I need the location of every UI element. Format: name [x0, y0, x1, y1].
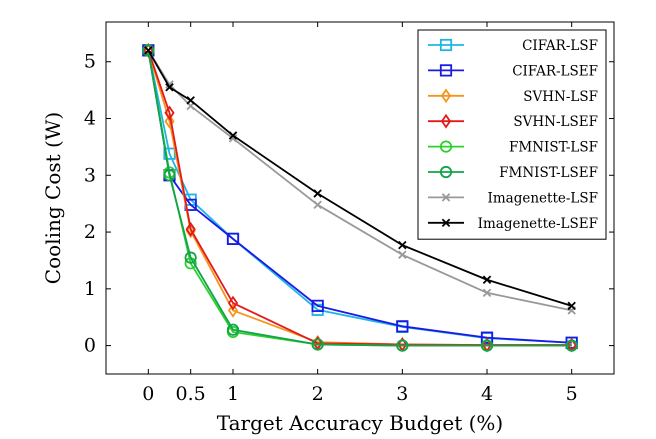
data-point: [313, 189, 322, 198]
data-point: [186, 96, 195, 105]
data-point: [311, 338, 324, 351]
data-point: [482, 288, 492, 298]
legend-marker: [439, 140, 453, 153]
legend-entry-5: FMNIST-LSEF: [428, 165, 598, 181]
data-point: [311, 299, 324, 312]
y-tick-label: 5: [84, 51, 96, 73]
data-point: [398, 250, 407, 260]
legend-entry-1: CIFAR-LSEF: [428, 63, 598, 79]
legend-marker: [439, 38, 453, 52]
legend-marker: [439, 64, 453, 77]
x-tick-label: 0: [142, 383, 154, 405]
data-point: [165, 83, 174, 92]
legend-box: [417, 29, 607, 240]
data-point: [398, 240, 407, 250]
x-tick-label: 4: [481, 383, 493, 405]
x-tick-label: 0.5: [176, 383, 206, 405]
legend-marker: [441, 218, 451, 228]
x-axis-label: Target Accuracy Budget (%): [217, 411, 503, 435]
legend-entry-7: Imagenette-LSEF: [428, 216, 598, 232]
y-tick-label: 4: [84, 108, 96, 130]
series-line: [147, 50, 572, 347]
legend-marker: [440, 113, 452, 129]
data-point: [313, 200, 322, 210]
data-point: [482, 275, 492, 284]
series-line: [147, 49, 572, 307]
legend-marker: [440, 88, 452, 104]
legend-label: SVHN-LSF: [523, 89, 598, 105]
x-tick-label: 1: [227, 383, 239, 405]
x-tick-label: 2: [312, 383, 324, 405]
legend-entry-3: SVHN-LSEF: [428, 113, 598, 130]
data-point: [396, 320, 409, 333]
legend-marker: [439, 165, 453, 179]
data-point: [226, 232, 240, 245]
x-tick-label: 3: [396, 383, 408, 405]
data-point: [164, 113, 175, 129]
legend-label: FMNIST-LSF: [509, 140, 598, 156]
data-point: [227, 303, 239, 318]
data-point: [142, 44, 155, 57]
legend-label: CIFAR-LSEF: [512, 63, 598, 79]
plot-area: [142, 43, 578, 353]
legend-entry-0: CIFAR-LSF: [428, 38, 598, 54]
series-6: [144, 46, 576, 315]
y-tick-label: 1: [84, 278, 96, 300]
data-point: [226, 323, 240, 336]
legend: CIFAR-LSF CIFAR-LSEF SVHN-LSF SVHN-LSEF FMNI…: [417, 29, 607, 240]
legend-label: CIFAR-LSF: [522, 38, 598, 54]
data-point: [163, 169, 176, 182]
series-5: [142, 44, 578, 352]
data-point: [144, 46, 153, 55]
y-tick-label: 0: [84, 335, 96, 357]
legend-entry-2: SVHN-LSF: [428, 88, 598, 105]
y-tick-label: 3: [84, 164, 96, 186]
axes: 0 0.5 1 2 3 4 5 0 1 2 3 4 5 Target Accuracy Budget (%…: [41, 21, 615, 435]
x-tick-label: 5: [566, 383, 578, 405]
data-point: [227, 295, 239, 311]
legend-entry-6: Imagenette-LSF: [428, 190, 598, 206]
data-point: [228, 134, 238, 143]
data-point: [480, 331, 494, 344]
data-point: [185, 221, 196, 237]
y-axis-label: Cooling Cost (W): [41, 112, 65, 284]
legend-entry-4: FMNIST-LSF: [428, 140, 598, 156]
legend-label: Imagenette-LSEF: [478, 216, 598, 232]
data-point: [396, 339, 409, 352]
legend-marker: [441, 193, 451, 202]
data-point: [163, 147, 176, 160]
legend-label: FMNIST-LSEF: [499, 165, 598, 181]
data-point: [184, 251, 197, 264]
y-tick-label: 2: [84, 221, 96, 243]
data-point: [565, 339, 578, 352]
data-point: [185, 223, 196, 239]
data-point: [164, 105, 175, 121]
legend-label: SVHN-LSEF: [513, 114, 598, 130]
data-point: [480, 339, 494, 352]
legend-label: Imagenette-LSF: [488, 190, 598, 206]
data-point: [228, 131, 238, 140]
data-point: [567, 301, 576, 311]
series-7: [144, 46, 576, 311]
plot-frame: [105, 21, 615, 375]
